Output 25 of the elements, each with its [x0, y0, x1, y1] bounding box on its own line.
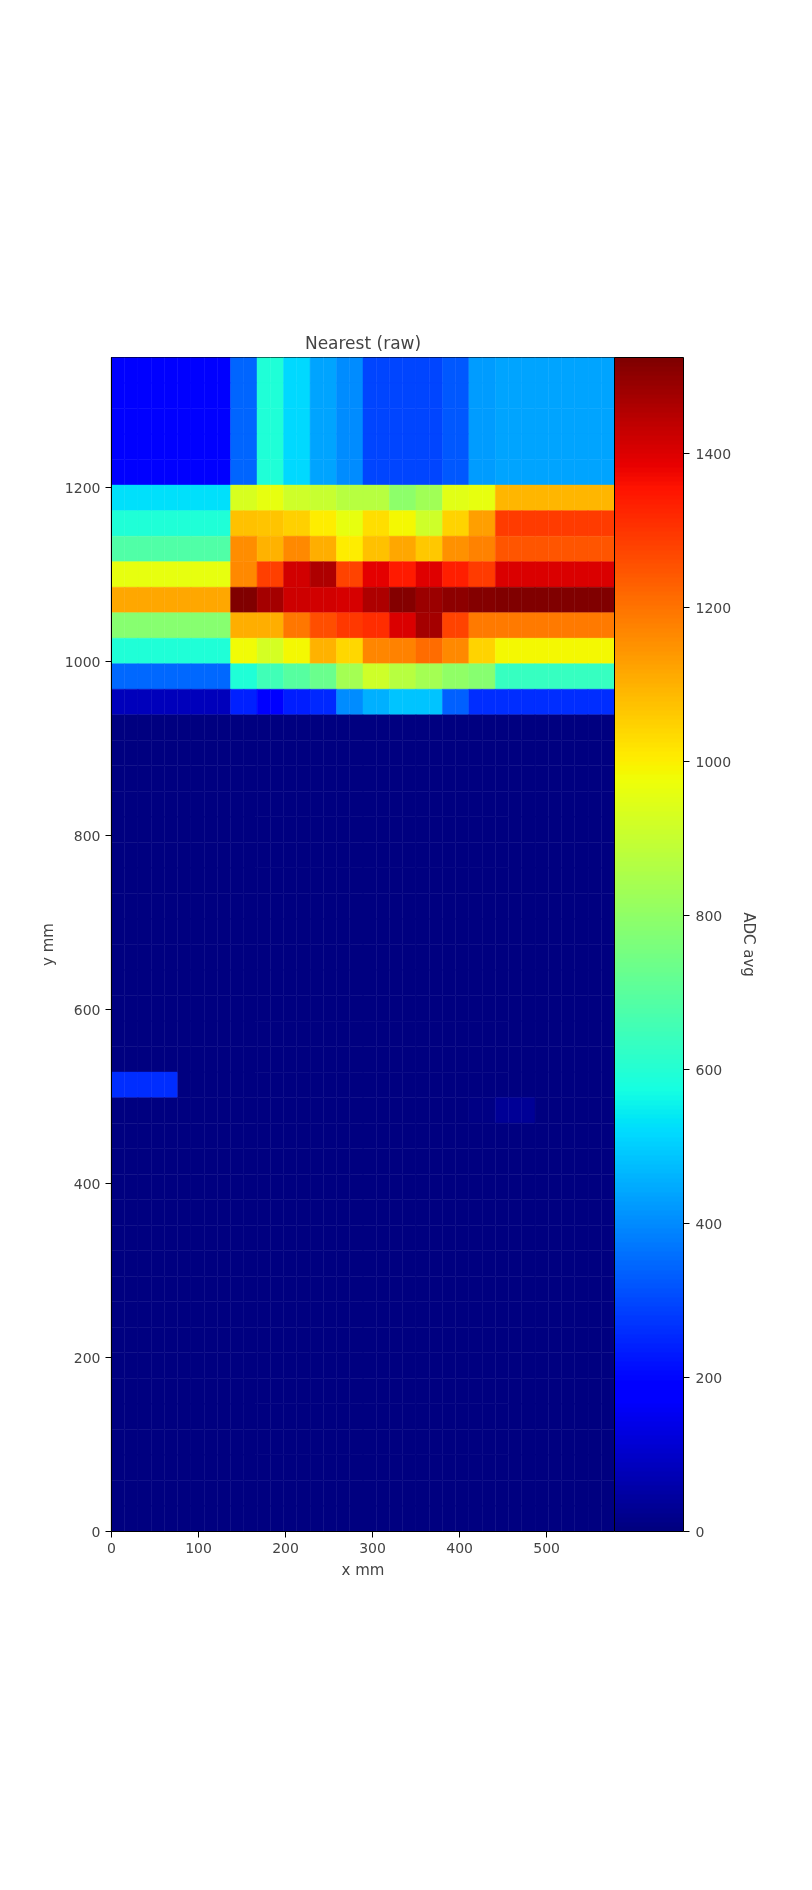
x-tick-label: 500 [533, 1539, 560, 1556]
color-bar-label: 0 [695, 1523, 705, 1540]
x-tick-label: 300 [359, 1539, 386, 1556]
y-tick-label: 400 [73, 1175, 101, 1192]
color-bar-label: 1000 [695, 753, 732, 770]
color-bar-title: ADC avg [739, 912, 758, 977]
y-tick-label: 200 [73, 1349, 101, 1366]
color-bar-label: 200 [695, 1369, 723, 1386]
color-bar-label: 1400 [695, 445, 732, 462]
x-tick-label: 400 [446, 1539, 473, 1556]
color-bar-label: 600 [695, 1061, 723, 1078]
x-tick-label: 100 [185, 1539, 212, 1556]
chart-title: Nearest (raw) [304, 332, 422, 353]
y-axis-title: y mm [38, 923, 57, 966]
color-bar-label: 800 [695, 907, 723, 924]
y-tick-label: 800 [73, 827, 101, 844]
x-axis-title: x mm [341, 1560, 385, 1579]
x-tick-label: 200 [272, 1539, 299, 1556]
color-bar-label: 400 [695, 1215, 723, 1232]
color-bar-label: 1200 [695, 599, 732, 616]
y-tick-label: 600 [73, 1001, 101, 1018]
y-tick-label: 0 [91, 1523, 101, 1540]
x-tick-label: 0 [107, 1539, 116, 1556]
y-tick-label: 1000 [64, 653, 101, 670]
y-tick-label: 1200 [64, 479, 101, 496]
